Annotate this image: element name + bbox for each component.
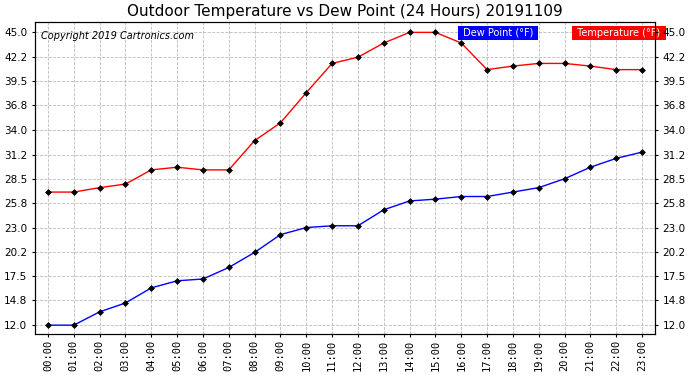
Text: Dew Point (°F): Dew Point (°F) (460, 28, 536, 38)
Text: Temperature (°F): Temperature (°F) (574, 28, 664, 38)
Title: Outdoor Temperature vs Dew Point (24 Hours) 20191109: Outdoor Temperature vs Dew Point (24 Hou… (127, 4, 563, 19)
Text: Copyright 2019 Cartronics.com: Copyright 2019 Cartronics.com (41, 31, 195, 41)
